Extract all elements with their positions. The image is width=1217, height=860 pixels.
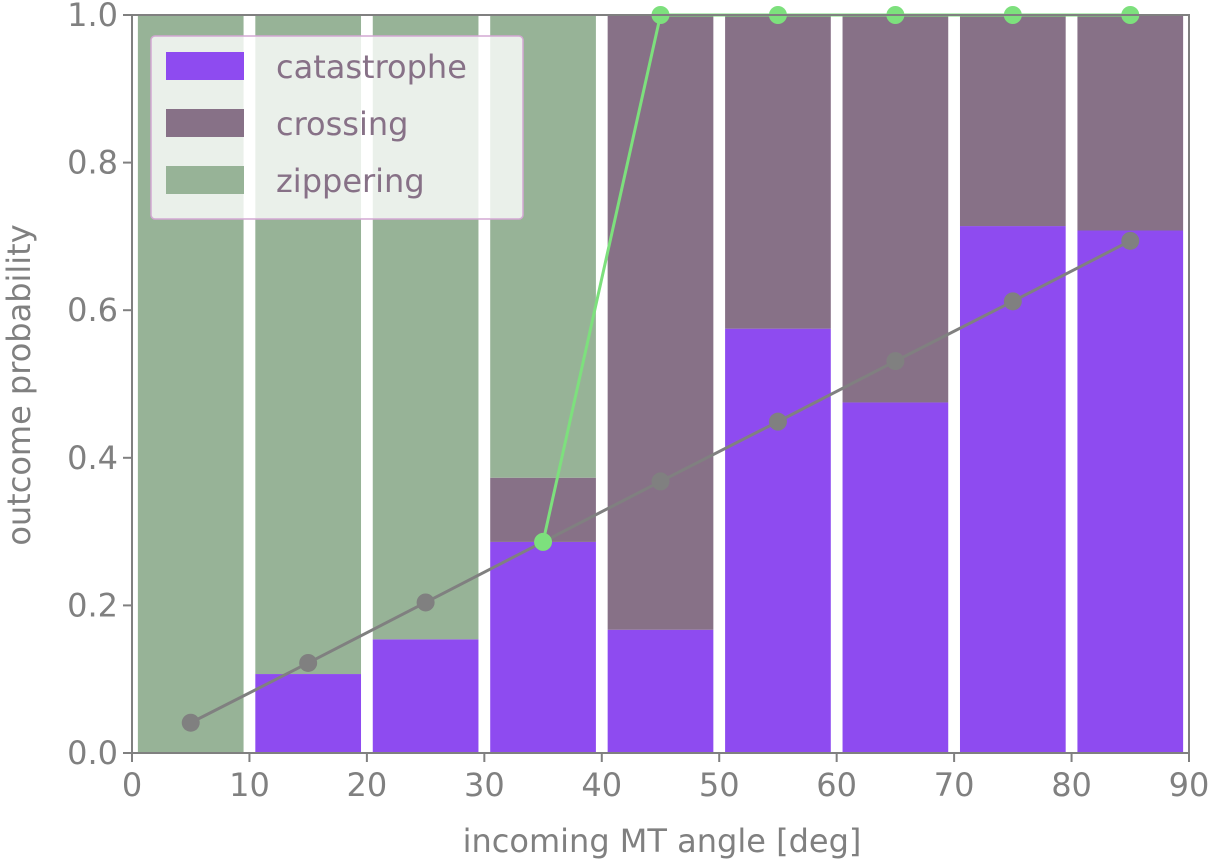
legend-label-catastrophe: catastrophe [276, 48, 467, 86]
y-axis-label: outcome probability [0, 224, 38, 545]
x-tick-label-40: 40 [581, 766, 622, 804]
x-tick-label-80: 80 [1051, 766, 1092, 804]
bar-crossing-75 [959, 15, 1066, 227]
x-tick-label-10: 10 [229, 766, 270, 804]
x-axis-label: incoming MT angle [deg] [463, 822, 862, 860]
axes-layer: 0 10 20 30 40 50 60 70 80 90 0.0 0.2 0.4 0.6 0.8 1.0 [67, 0, 1209, 804]
x-tick-label-60: 60 [816, 766, 857, 804]
line-1-point-15 [299, 653, 318, 672]
plot-frame [131, 14, 1190, 754]
y-tick-label-0.8: 0.8 [67, 144, 118, 182]
line-1-point-5 [181, 713, 200, 732]
bar-crossing-45 [607, 15, 714, 630]
bar-catastrophe-35 [490, 541, 596, 753]
x-tick-label-0: 0 [122, 766, 142, 804]
bar-crossing-65 [842, 15, 949, 403]
y-tick-label-1.0: 1.0 [67, 0, 118, 34]
y-tick-label-0.2: 0.2 [67, 586, 118, 624]
legend-swatch-crossing [166, 109, 244, 137]
x-tick-label-30: 30 [464, 766, 505, 804]
legend-swatch-zippering [166, 166, 244, 194]
line-2-point-35 [534, 532, 553, 551]
bar-crossing-85 [1077, 15, 1184, 231]
y-tick-label-0.0: 0.0 [67, 734, 118, 772]
bar-catastrophe-15 [255, 674, 362, 753]
y-tick-label-0.6: 0.6 [67, 291, 118, 329]
legend-label-crossing: crossing [276, 105, 408, 143]
bar-crossing-55 [725, 15, 831, 329]
line-1-point-45 [651, 472, 670, 491]
bar-catastrophe-85 [1077, 230, 1184, 754]
legend-swatch-catastrophe [166, 52, 244, 80]
bar-catastrophe-75 [959, 226, 1066, 753]
line-1-point-55 [768, 412, 787, 431]
bar-catastrophe-55 [725, 328, 831, 753]
line-1-point-25 [416, 593, 435, 612]
x-tick-label-70: 70 [934, 766, 975, 804]
line-1-point-85 [1121, 231, 1140, 250]
x-tick-label-50: 50 [699, 766, 740, 804]
line-1-point-75 [1003, 292, 1022, 311]
bar-catastrophe-45 [607, 629, 714, 753]
bar-catastrophe-65 [842, 402, 949, 753]
line-1-point-65 [886, 352, 905, 371]
x-tick-label-20: 20 [347, 766, 388, 804]
y-tick-label-0.4: 0.4 [67, 439, 118, 477]
legend: catastrophe crossing zippering [150, 35, 524, 220]
x-tick-label-90: 90 [1169, 766, 1210, 804]
legend-label-zippering: zippering [276, 162, 425, 200]
bar-crossing-35 [490, 477, 596, 542]
bar-catastrophe-25 [372, 639, 479, 753]
bars-layer [137, 15, 1184, 754]
